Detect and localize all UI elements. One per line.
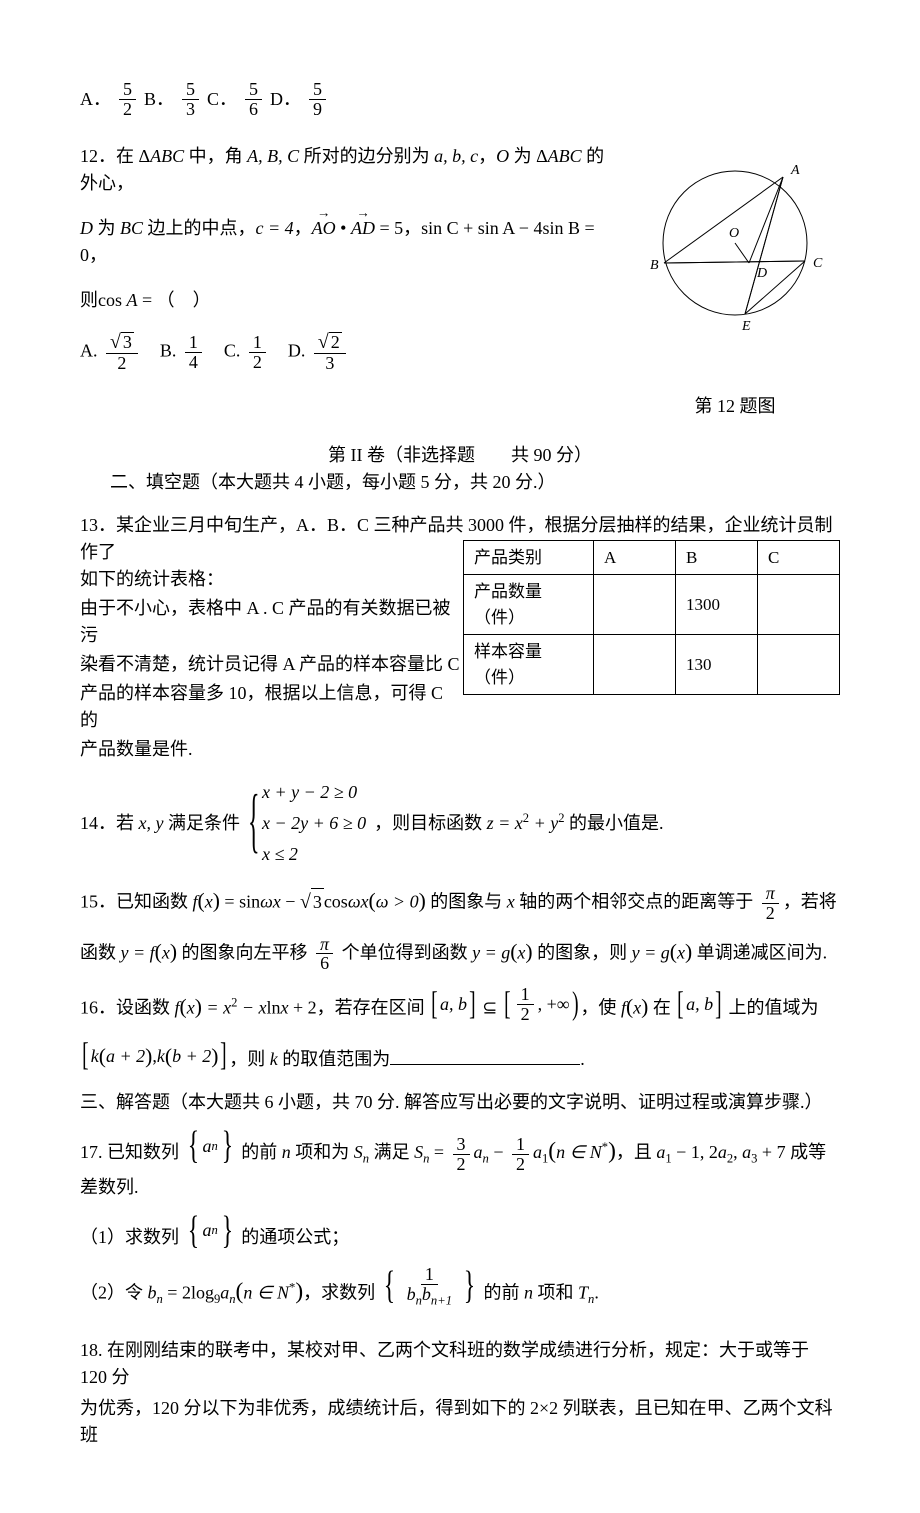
q16-line2: [k(a + 2), k(b + 2)]，则 k 的取值范围为.	[80, 1040, 840, 1073]
th-B: B	[676, 540, 758, 575]
q12-line1: 12．在 ΔABC 中，角 A, B, C 所对的边分别为 a, b, c，O …	[80, 143, 610, 197]
q12-optD: D. 23	[288, 332, 350, 373]
q12-diagram-caption: 第 12 题图	[695, 393, 776, 420]
q17-line1: 17. 已知数列 {an} 的前 n 项和为 Sn 满足 Sn = 32an −…	[80, 1130, 840, 1200]
section2-title: 第 II 卷（非选择题 共 90 分）	[80, 442, 840, 469]
q15: 15．已知函数 f(x) = sinωx − 3cosωx(ω > 0) 的图象…	[80, 884, 840, 974]
q16-line1: 16．设函数 f(x) = x2 − xlnx + 2，若存在区间 [a, b]…	[80, 985, 840, 1024]
table-row: 样本容量（件） 130	[464, 635, 840, 695]
qty-B: 1300	[676, 575, 758, 635]
blank-line	[390, 1047, 580, 1065]
svg-text:E: E	[741, 319, 751, 333]
q12-diagram: A B C E O D	[635, 143, 835, 333]
table-row: 产品数量（件） 1300	[464, 575, 840, 635]
svg-text:C: C	[813, 256, 823, 271]
q13-block: 13．某企业三月中旬生产，A．B．C 三种产品共 3000 件，根据分层抽样的结…	[80, 512, 840, 763]
q11-fracC: 56	[245, 80, 262, 119]
q14-system: x + y − 2 ≥ 0 x − 2y + 6 ≥ 0 x ≤ 2	[248, 777, 366, 870]
q17-part2: （2）令 bn = 2log9an(n ∈ N*)，求数列 {1bnbn+1} …	[80, 1265, 840, 1310]
q11-options: A． 52 B． 53 C． 56 D． 59	[80, 80, 840, 119]
product-table: 产品类别 A B C 产品数量（件） 1300 样本容量（件） 130	[463, 540, 840, 696]
q12-optC: C. 12	[224, 333, 270, 372]
row-qty-label: 产品数量（件）	[464, 575, 594, 635]
q15-line2: 函数 y = f(x) 的图象向左平移 π6 个单位得到函数 y = g(x) …	[80, 935, 840, 974]
section2-row: 第 II 卷（非选择题 共 90 分）	[80, 438, 840, 469]
q14-lead: 14．若 x, y 满足条件	[80, 810, 240, 837]
row-sample-label: 样本容量（件）	[464, 635, 594, 695]
q12-optB: B. 14	[160, 333, 206, 372]
q12-block: 12．在 ΔABC 中，角 A, B, C 所对的边分别为 a, b, c，O …	[80, 143, 840, 420]
th-category: 产品类别	[464, 540, 594, 575]
q13-text: 如下的统计表格： 由于不小心，表格中 A . C 产品的有关数据已被污 染看不清…	[80, 566, 460, 763]
qty-A	[594, 575, 676, 635]
q13-l6: 产品数量是件.	[80, 736, 460, 763]
svg-text:A: A	[790, 163, 800, 178]
qty-C	[758, 575, 840, 635]
svg-text:O: O	[729, 226, 739, 241]
th-C: C	[758, 540, 840, 575]
table-row: 产品类别 A B C	[464, 540, 840, 575]
sample-C	[758, 635, 840, 695]
svg-text:B: B	[650, 258, 659, 273]
solve-header: 三、解答题（本大题共 6 小题，共 70 分. 解答应写出必要的文字说明、证明过…	[80, 1089, 840, 1116]
q13-l3: 由于不小心，表格中 A . C 产品的有关数据已被污	[80, 595, 460, 649]
q13-l2: 如下的统计表格：	[80, 566, 460, 593]
q12-diagram-wrap: A B C E O D 第 12 题图	[630, 143, 840, 420]
q13-l5: 产品的样本容量多 10，根据以上信息，可得 C 的	[80, 680, 460, 734]
q12-text: 12．在 ΔABC 中，角 A, B, C 所对的边分别为 a, b, c，O …	[80, 143, 610, 373]
q11-fracD: 59	[309, 80, 326, 119]
q11-optA-label: A．	[80, 86, 111, 113]
q12-line2: D 为 BC 边上的中点，c = 4，AO • AD = 5，sin C + s…	[80, 215, 610, 269]
q18: 18. 在刚刚结束的联考中，某校对甲、乙两个文科班的数学成绩进行分析，规定：大于…	[80, 1337, 840, 1449]
svg-text:D: D	[756, 266, 767, 281]
sample-B: 130	[676, 635, 758, 695]
sample-A	[594, 635, 676, 695]
q11-fracA: 52	[119, 80, 136, 119]
th-A: A	[594, 540, 676, 575]
q17-part1: （1）求数列 {an} 的通项公式；	[80, 1215, 840, 1251]
q14-tail: ，则目标函数 z = x2 + y2 的最小值是.	[374, 809, 663, 837]
q13-l4: 染看不清楚，统计员记得 A 产品的样本容量比 C	[80, 651, 460, 678]
q11-optB-label: B．	[144, 86, 174, 113]
q12-optA: A. 32	[80, 332, 142, 373]
q11-fracB: 53	[182, 80, 199, 119]
q12-options: A. 32 B. 14 C. 12 D. 23	[80, 332, 610, 373]
q18-l1: 18. 在刚刚结束的联考中，某校对甲、乙两个文科班的数学成绩进行分析，规定：大于…	[80, 1337, 840, 1391]
q14: 14．若 x, y 满足条件 x + y − 2 ≥ 0 x − 2y + 6 …	[80, 777, 840, 870]
q18-l2: 为优秀，120 分以下为非优秀，成绩统计后，得到如下的 2×2 列联表，且已知在…	[80, 1395, 840, 1449]
q11-optC-label: C．	[207, 86, 237, 113]
q15-line1: 15．已知函数 f(x) = sinωx − 3cosωx(ω > 0) 的图象…	[80, 884, 840, 923]
fill-header: 二、填空题（本大题共 4 小题，每小题 5 分，共 20 分.）	[110, 469, 840, 496]
q12-line3: 则cos A = （ ）	[80, 287, 610, 314]
q17: 17. 已知数列 {an} 的前 n 项和为 Sn 满足 Sn = 32an −…	[80, 1130, 840, 1309]
q16: 16．设函数 f(x) = x2 − xlnx + 2，若存在区间 [a, b]…	[80, 985, 840, 1073]
q11-optD-label: D．	[270, 86, 301, 113]
